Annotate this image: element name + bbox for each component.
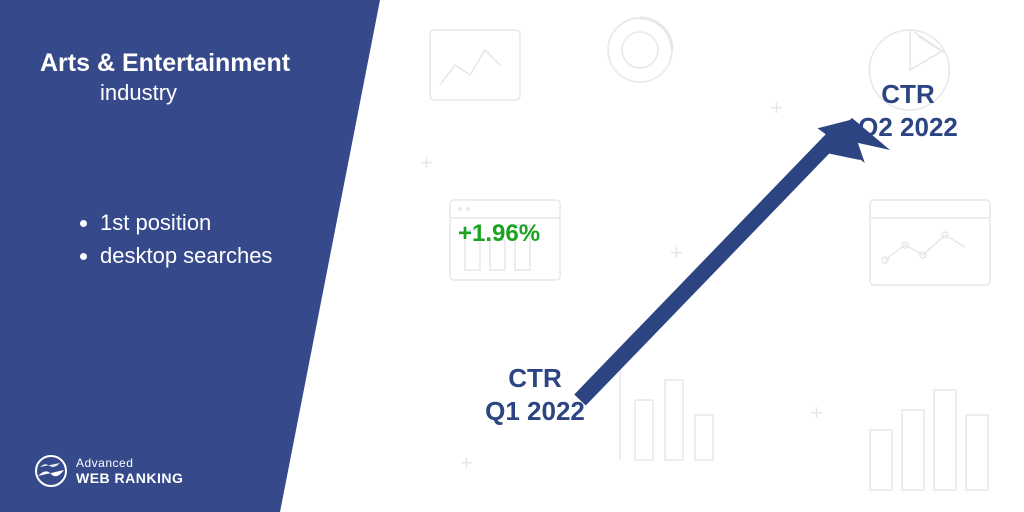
delta-value: +1.96% [458, 220, 540, 248]
start-period: Q1 2022 [445, 395, 625, 428]
criteria-item: desktop searches [100, 239, 320, 272]
end-period: Q2 2022 [818, 111, 998, 144]
start-metric: CTR [445, 362, 625, 395]
logo-text-bottom: WEB RANKING [76, 470, 183, 486]
criteria-list: 1st position desktop searches [40, 206, 320, 272]
industry-title: Arts & Entertainment [40, 48, 320, 78]
side-panel: Arts & Entertainment industry 1st positi… [0, 0, 380, 512]
trend-infographic: CTR Q1 2022 CTR Q2 2022 +1.96% [380, 0, 1024, 512]
trend-arrow [380, 0, 1024, 512]
brand-logo: Advanced WEB RANKING [34, 454, 183, 488]
logo-text-top: Advanced [76, 456, 183, 470]
end-label: CTR Q2 2022 [818, 78, 998, 143]
criteria-item: 1st position [100, 206, 320, 239]
end-metric: CTR [818, 78, 998, 111]
globe-icon [34, 454, 68, 488]
industry-subtitle: industry [100, 80, 320, 106]
start-label: CTR Q1 2022 [445, 362, 625, 427]
